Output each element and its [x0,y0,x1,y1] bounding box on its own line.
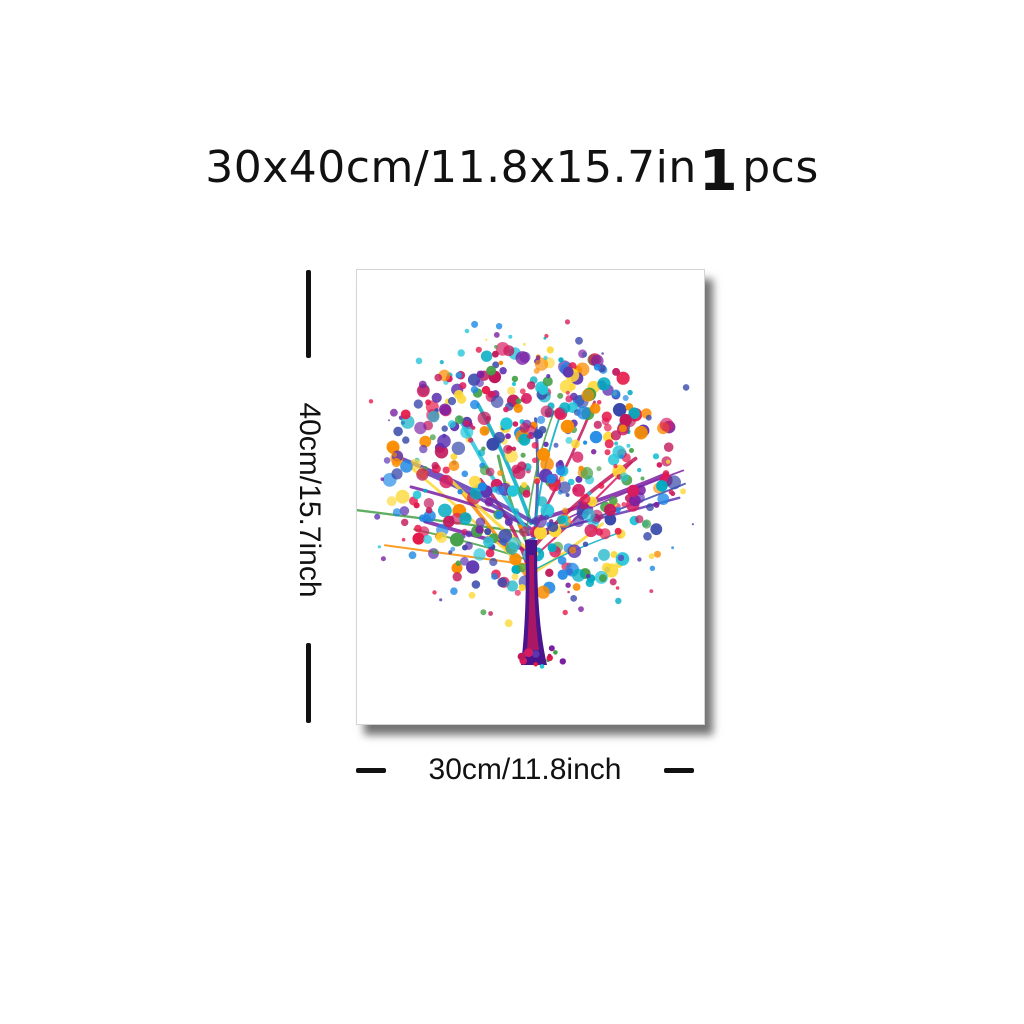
height-label: 40cm/15.7inch [293,402,326,598]
height-bar-bottom [306,643,311,723]
width-bar-left [356,768,386,773]
width-bar-right [664,768,694,773]
width-label: 30cm/11.8inch [428,753,622,786]
watercolor-tree-icon [357,319,694,669]
quantity-number: 1 [698,139,739,204]
size-text: 30x40cm/11.8x15.7in [205,142,697,193]
height-bar-top [306,270,311,358]
product-size-title: 30x40cm/11.8x15.7in1pcs [0,136,1024,200]
quantity-unit: pcs [742,142,819,193]
canvas-print [356,269,705,725]
